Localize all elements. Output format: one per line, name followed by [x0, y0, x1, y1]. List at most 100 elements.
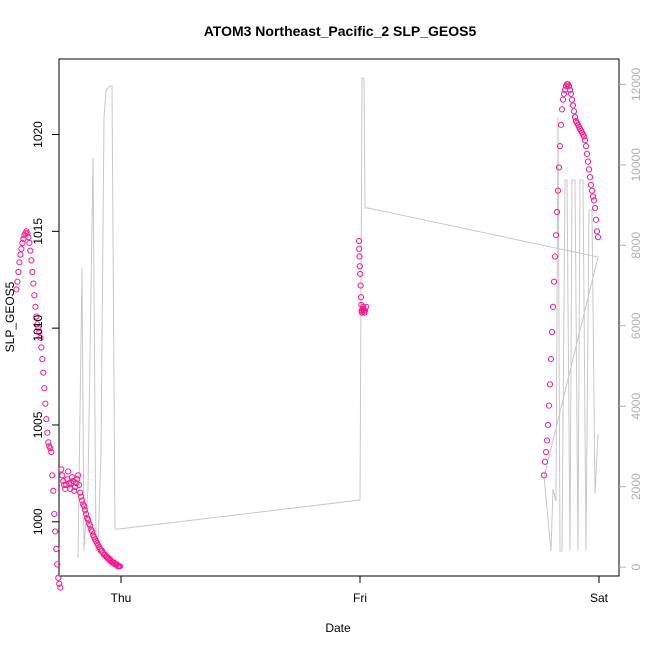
data-point	[24, 230, 31, 237]
data-point	[554, 187, 562, 194]
data-point	[59, 472, 66, 479]
data-point	[50, 487, 57, 494]
data-point	[116, 563, 124, 570]
chart-title: ATOM3 Northeast_Pacific_2 SLP_GEOS5	[204, 23, 477, 39]
data-point	[566, 86, 574, 94]
data-point	[567, 90, 575, 97]
data-point	[78, 493, 85, 500]
data-point	[553, 208, 561, 216]
data-point	[58, 466, 65, 473]
data-point	[36, 328, 43, 336]
data-point	[29, 268, 36, 276]
gray-line-series	[77, 77, 599, 559]
data-point	[589, 193, 597, 200]
data-point	[556, 143, 564, 150]
data-point	[49, 472, 56, 479]
data-point	[544, 421, 552, 429]
data-point	[27, 247, 34, 254]
data-point	[588, 187, 596, 194]
data-point	[54, 561, 61, 568]
y-tick-label: 1015	[31, 218, 45, 245]
data-point	[356, 245, 363, 252]
data-point	[81, 503, 88, 510]
data-point	[53, 545, 60, 552]
data-point	[51, 510, 58, 518]
data-point	[38, 344, 45, 351]
data-point	[558, 106, 566, 113]
data-point	[540, 472, 548, 479]
data-point	[569, 102, 577, 109]
data-point	[26, 239, 33, 247]
data-point	[355, 237, 363, 245]
y2-tick-label: 2000	[629, 473, 643, 500]
data-point	[559, 96, 567, 103]
data-point	[52, 528, 59, 535]
data-point	[557, 121, 565, 128]
data-point	[31, 292, 38, 299]
data-point	[584, 158, 592, 165]
data-point	[89, 528, 96, 535]
data-point	[47, 445, 54, 452]
x-axis: Thu Fri Sat	[111, 575, 609, 605]
y2-tick-label: 8000	[629, 232, 643, 259]
data-point	[55, 574, 62, 582]
points-layer	[13, 81, 602, 591]
data-point	[361, 307, 369, 314]
data-point	[18, 245, 25, 252]
data-point	[357, 282, 364, 289]
data-point	[76, 481, 83, 489]
y-axis-label: SLP_GEOS5	[3, 281, 17, 352]
x-tick-label: Thu	[111, 591, 132, 605]
data-point	[545, 402, 553, 409]
data-point	[16, 259, 23, 266]
data-point	[87, 522, 94, 529]
x-tick-label: Fri	[353, 591, 367, 605]
data-point	[56, 580, 63, 587]
y2-tick-label: 10000	[629, 148, 643, 182]
gray-line-layer	[77, 77, 599, 559]
data-point	[42, 400, 49, 407]
data-point	[547, 356, 555, 363]
data-point	[40, 369, 47, 376]
data-point	[37, 334, 44, 341]
data-point	[363, 303, 370, 310]
y-axis: 1000 1005 1010 1015 1020	[31, 121, 59, 535]
data-point	[82, 507, 89, 514]
data-point	[552, 232, 560, 239]
data-point	[546, 381, 554, 388]
data-point	[548, 328, 556, 336]
y2-axis: 0 2000 4000 6000 8000 10000 12000	[619, 67, 643, 570]
data-point	[19, 239, 26, 247]
data-point	[585, 166, 593, 173]
data-point	[570, 108, 578, 115]
data-point	[357, 294, 365, 301]
x-tick-label: Sat	[590, 591, 609, 605]
data-point	[74, 476, 81, 483]
y2-tick-label: 12000	[629, 67, 643, 101]
data-point	[542, 448, 550, 456]
data-point	[582, 143, 590, 150]
data-point	[43, 416, 50, 423]
data-point	[35, 325, 42, 332]
data-point	[541, 458, 549, 465]
data-point	[65, 468, 72, 475]
data-point	[30, 280, 37, 287]
data-point	[79, 497, 86, 504]
data-point	[587, 181, 595, 188]
data-point	[549, 303, 557, 310]
data-point	[583, 150, 591, 157]
data-point	[77, 489, 84, 496]
data-point	[580, 133, 588, 140]
data-point	[41, 385, 48, 392]
x-axis-label: Date	[325, 621, 351, 635]
data-point	[28, 257, 35, 264]
y-tick-label: 1000	[31, 508, 45, 535]
data-point	[543, 437, 551, 444]
data-point	[565, 83, 573, 90]
plot-frame	[58, 58, 620, 577]
data-point	[568, 96, 576, 103]
data-point	[356, 263, 363, 270]
data-point	[592, 216, 600, 223]
data-point	[571, 113, 579, 121]
